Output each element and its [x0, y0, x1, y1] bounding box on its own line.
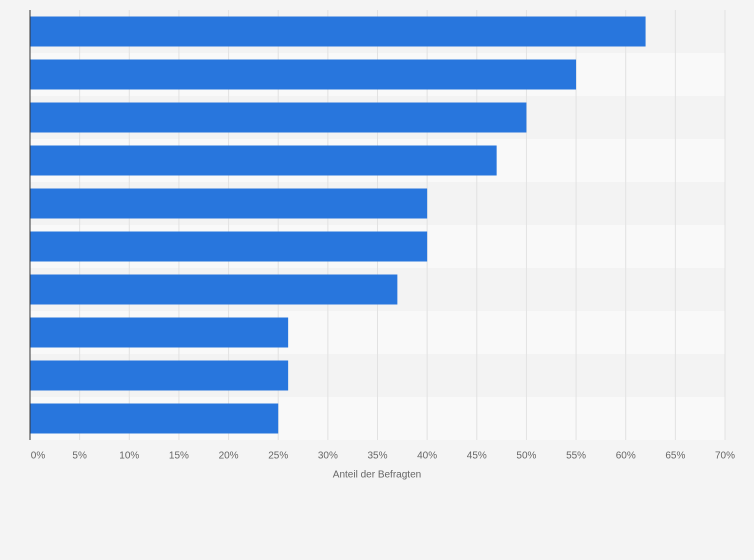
bar [30, 317, 289, 348]
x-tick-label: 20% [219, 451, 239, 462]
x-tick-label: 70% [715, 451, 735, 462]
x-tick-label: 65% [665, 451, 685, 462]
x-tick-label: 55% [566, 451, 586, 462]
bar [30, 145, 497, 176]
bar [30, 16, 646, 47]
x-tick-label: 25% [268, 451, 288, 462]
x-tick-label: 45% [467, 451, 487, 462]
x-tick-label: 60% [616, 451, 636, 462]
bar [30, 274, 398, 305]
x-axis-label: Anteil der Befragten [333, 470, 421, 481]
bar [30, 231, 428, 262]
x-tick-label: 40% [417, 451, 437, 462]
bar [30, 360, 289, 391]
x-tick-label: 35% [367, 451, 387, 462]
x-tick-label: 50% [516, 451, 536, 462]
bar [30, 403, 279, 434]
x-tick-label: 10% [119, 451, 139, 462]
x-tick-label: 5% [72, 451, 87, 462]
x-tick-label: 30% [318, 451, 338, 462]
x-tick-label: 0% [31, 451, 46, 462]
bar [30, 59, 577, 90]
bar [30, 102, 527, 133]
bar [30, 188, 428, 219]
x-tick-label: 15% [169, 451, 189, 462]
